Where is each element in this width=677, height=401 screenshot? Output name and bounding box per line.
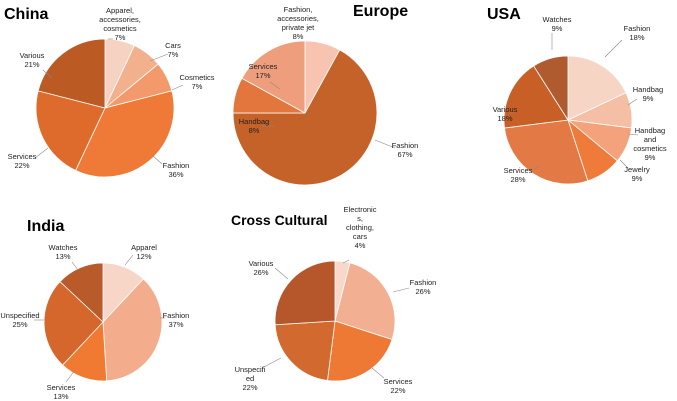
leader-line-china-fashion (152, 155, 162, 164)
data-label-india-apparel: Apparel 12% (131, 243, 157, 261)
data-label-china-apparel-accessories-cosmetics: Apparel, accessories, cosmetics 7% (99, 6, 141, 42)
data-label-china-fashion: Fashion 36% (163, 161, 190, 179)
data-label-europe-fashion: Fashion 67% (392, 141, 419, 159)
data-label-usa-handbag: Handbag 9% (633, 85, 663, 103)
leader-line-china-services (35, 148, 48, 158)
data-label-cross-cultural-services: Services 22% (384, 377, 413, 395)
data-label-cross-cultural-fashion: Fashion 26% (410, 278, 437, 296)
data-label-cross-cultural-unspecified: Unspeciﬁ ed 22% (235, 365, 266, 392)
data-label-china-services: Services 22% (8, 152, 37, 170)
leader-line-india-watches (72, 262, 78, 270)
chart-title-china: China (4, 6, 49, 23)
data-label-india-fashion: Fashion 37% (163, 311, 190, 329)
leader-line-usa-fashion (605, 40, 622, 57)
data-label-china-cars: Cars 7% (165, 41, 181, 59)
pie-slice-cross-cultural-various (275, 261, 335, 325)
pie-chart-usa: USA Fashion 18% Handbag 9% Handbag and cosmetic… (487, 6, 667, 184)
pie-slice-cross-cultural-unspecified (275, 321, 335, 381)
data-label-usa-watches: Watches 9% (543, 15, 572, 33)
pie-chart-cross-cultural: Cross Cultural Electronic s, clothing, cars 4… (231, 205, 436, 395)
leader-line-china-cars (150, 54, 168, 61)
data-label-india-unspecified: Unspecified 25% (0, 311, 39, 329)
leader-line-cross-cultural-various (275, 268, 288, 279)
data-label-india-watches: Watches 13% (49, 243, 78, 261)
data-label-india-services: Services 13% (47, 383, 76, 401)
leader-line-china-cosmetics (172, 85, 183, 90)
pie-chart-india: India Apparel 12% Fashion 37% Services 13% Unsp… (0, 218, 189, 401)
chart-title-india: India (27, 218, 64, 235)
chart-title-cross-cultural: Cross Cultural (231, 212, 327, 228)
data-label-usa-jewelry: Jewelry 9% (624, 165, 650, 183)
data-label-cross-cultural-various: Various 26% (249, 259, 274, 277)
data-label-china-cosmetics: Cosmetics 7% (179, 73, 214, 91)
leader-line-cross-cultural-services (372, 368, 384, 378)
data-label-usa-fashion: Fashion 18% (624, 24, 651, 42)
data-label-usa-services: Services 28% (504, 166, 533, 184)
leader-line-india-apparel (125, 255, 133, 265)
leader-line-cross-cultural-fashion (393, 288, 409, 292)
pie-chart-china: China Apparel, accessories, cosmetics 7% Cars… (4, 6, 215, 179)
data-label-china-various: Various 21% (20, 51, 45, 69)
chart-title-usa: USA (487, 6, 521, 23)
data-label-cross-cultural-electronics-clothing-cars: Electronic s, clothing, cars 4% (344, 205, 377, 250)
data-label-usa-handbag-and-cosmetics: Handbag and cosmetics 9% (633, 126, 667, 162)
pie-chart-europe: Europe Fashion, accessories, private jet 8% F… (233, 3, 418, 185)
data-label-europe-fashion-accessories-private-jet: Fashion, accessories, private jet 8% (277, 5, 319, 41)
chart-title-europe: Europe (353, 3, 408, 20)
